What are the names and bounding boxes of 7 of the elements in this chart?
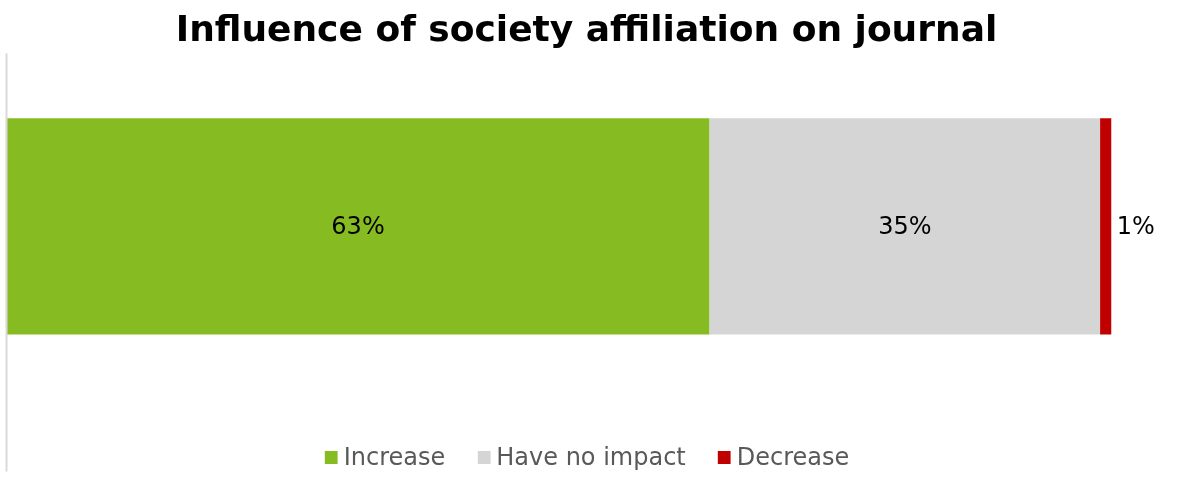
data-label: 35% bbox=[878, 212, 932, 241]
legend-label: Have no impact bbox=[496, 443, 686, 471]
legend-label: Decrease bbox=[736, 443, 850, 471]
legend-label: Increase bbox=[343, 443, 446, 471]
data-label: 1% bbox=[1116, 212, 1155, 241]
chart-title: Influence of society affiliation on journal bbox=[175, 7, 998, 49]
data-label: 63% bbox=[331, 212, 385, 241]
